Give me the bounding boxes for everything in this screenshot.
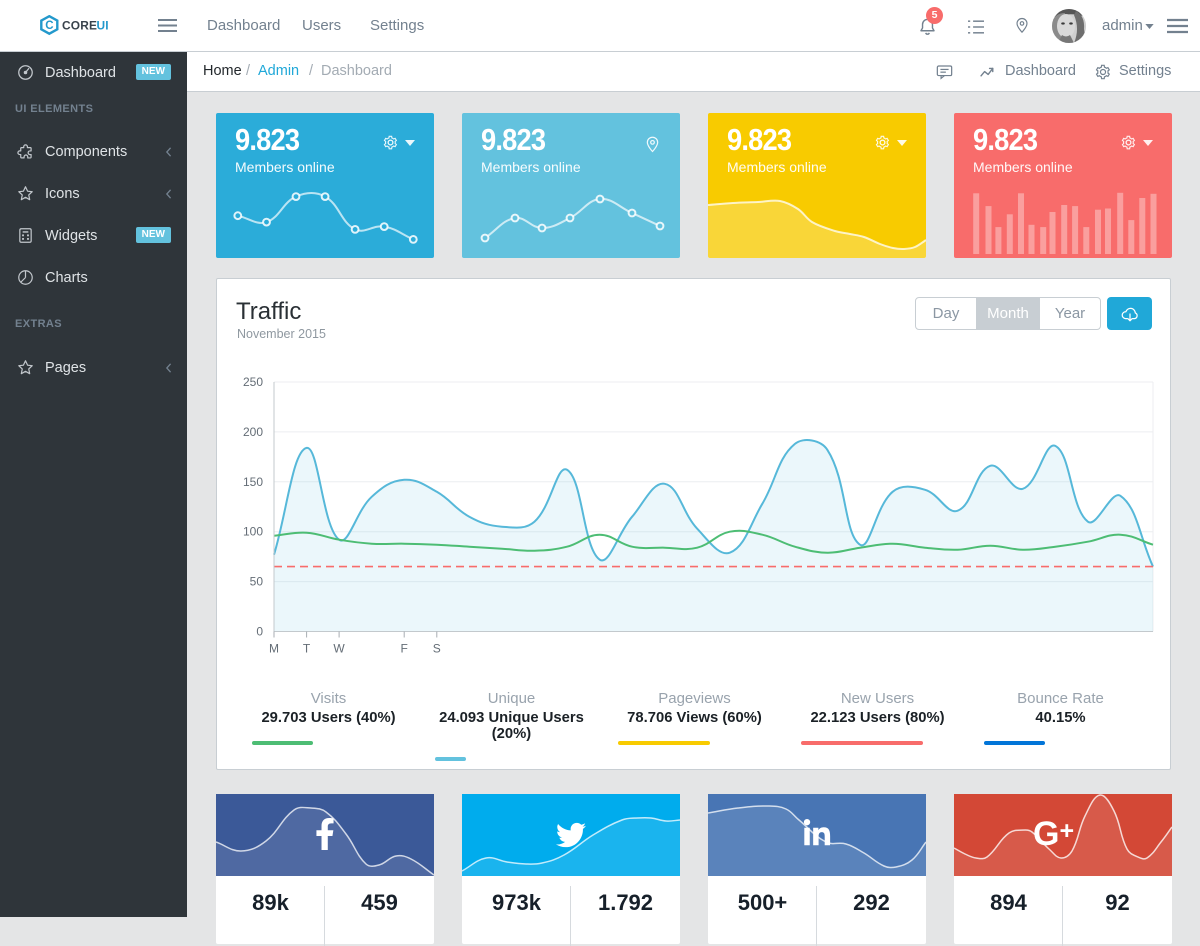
svg-text:T: T: [303, 642, 311, 656]
svg-text:CORE: CORE: [62, 18, 97, 32]
svg-text:F: F: [401, 642, 408, 656]
svg-text:S: S: [433, 642, 441, 656]
svg-text:UI: UI: [97, 18, 109, 32]
svg-text:M: M: [269, 642, 279, 656]
svg-text:W: W: [333, 642, 345, 656]
svg-text:0: 0: [256, 625, 263, 639]
svg-text:250: 250: [243, 375, 263, 389]
svg-text:100: 100: [243, 525, 263, 539]
svg-text:200: 200: [243, 425, 263, 439]
svg-text:150: 150: [243, 475, 263, 489]
svg-text:C: C: [45, 20, 53, 32]
svg-text:50: 50: [250, 575, 264, 589]
